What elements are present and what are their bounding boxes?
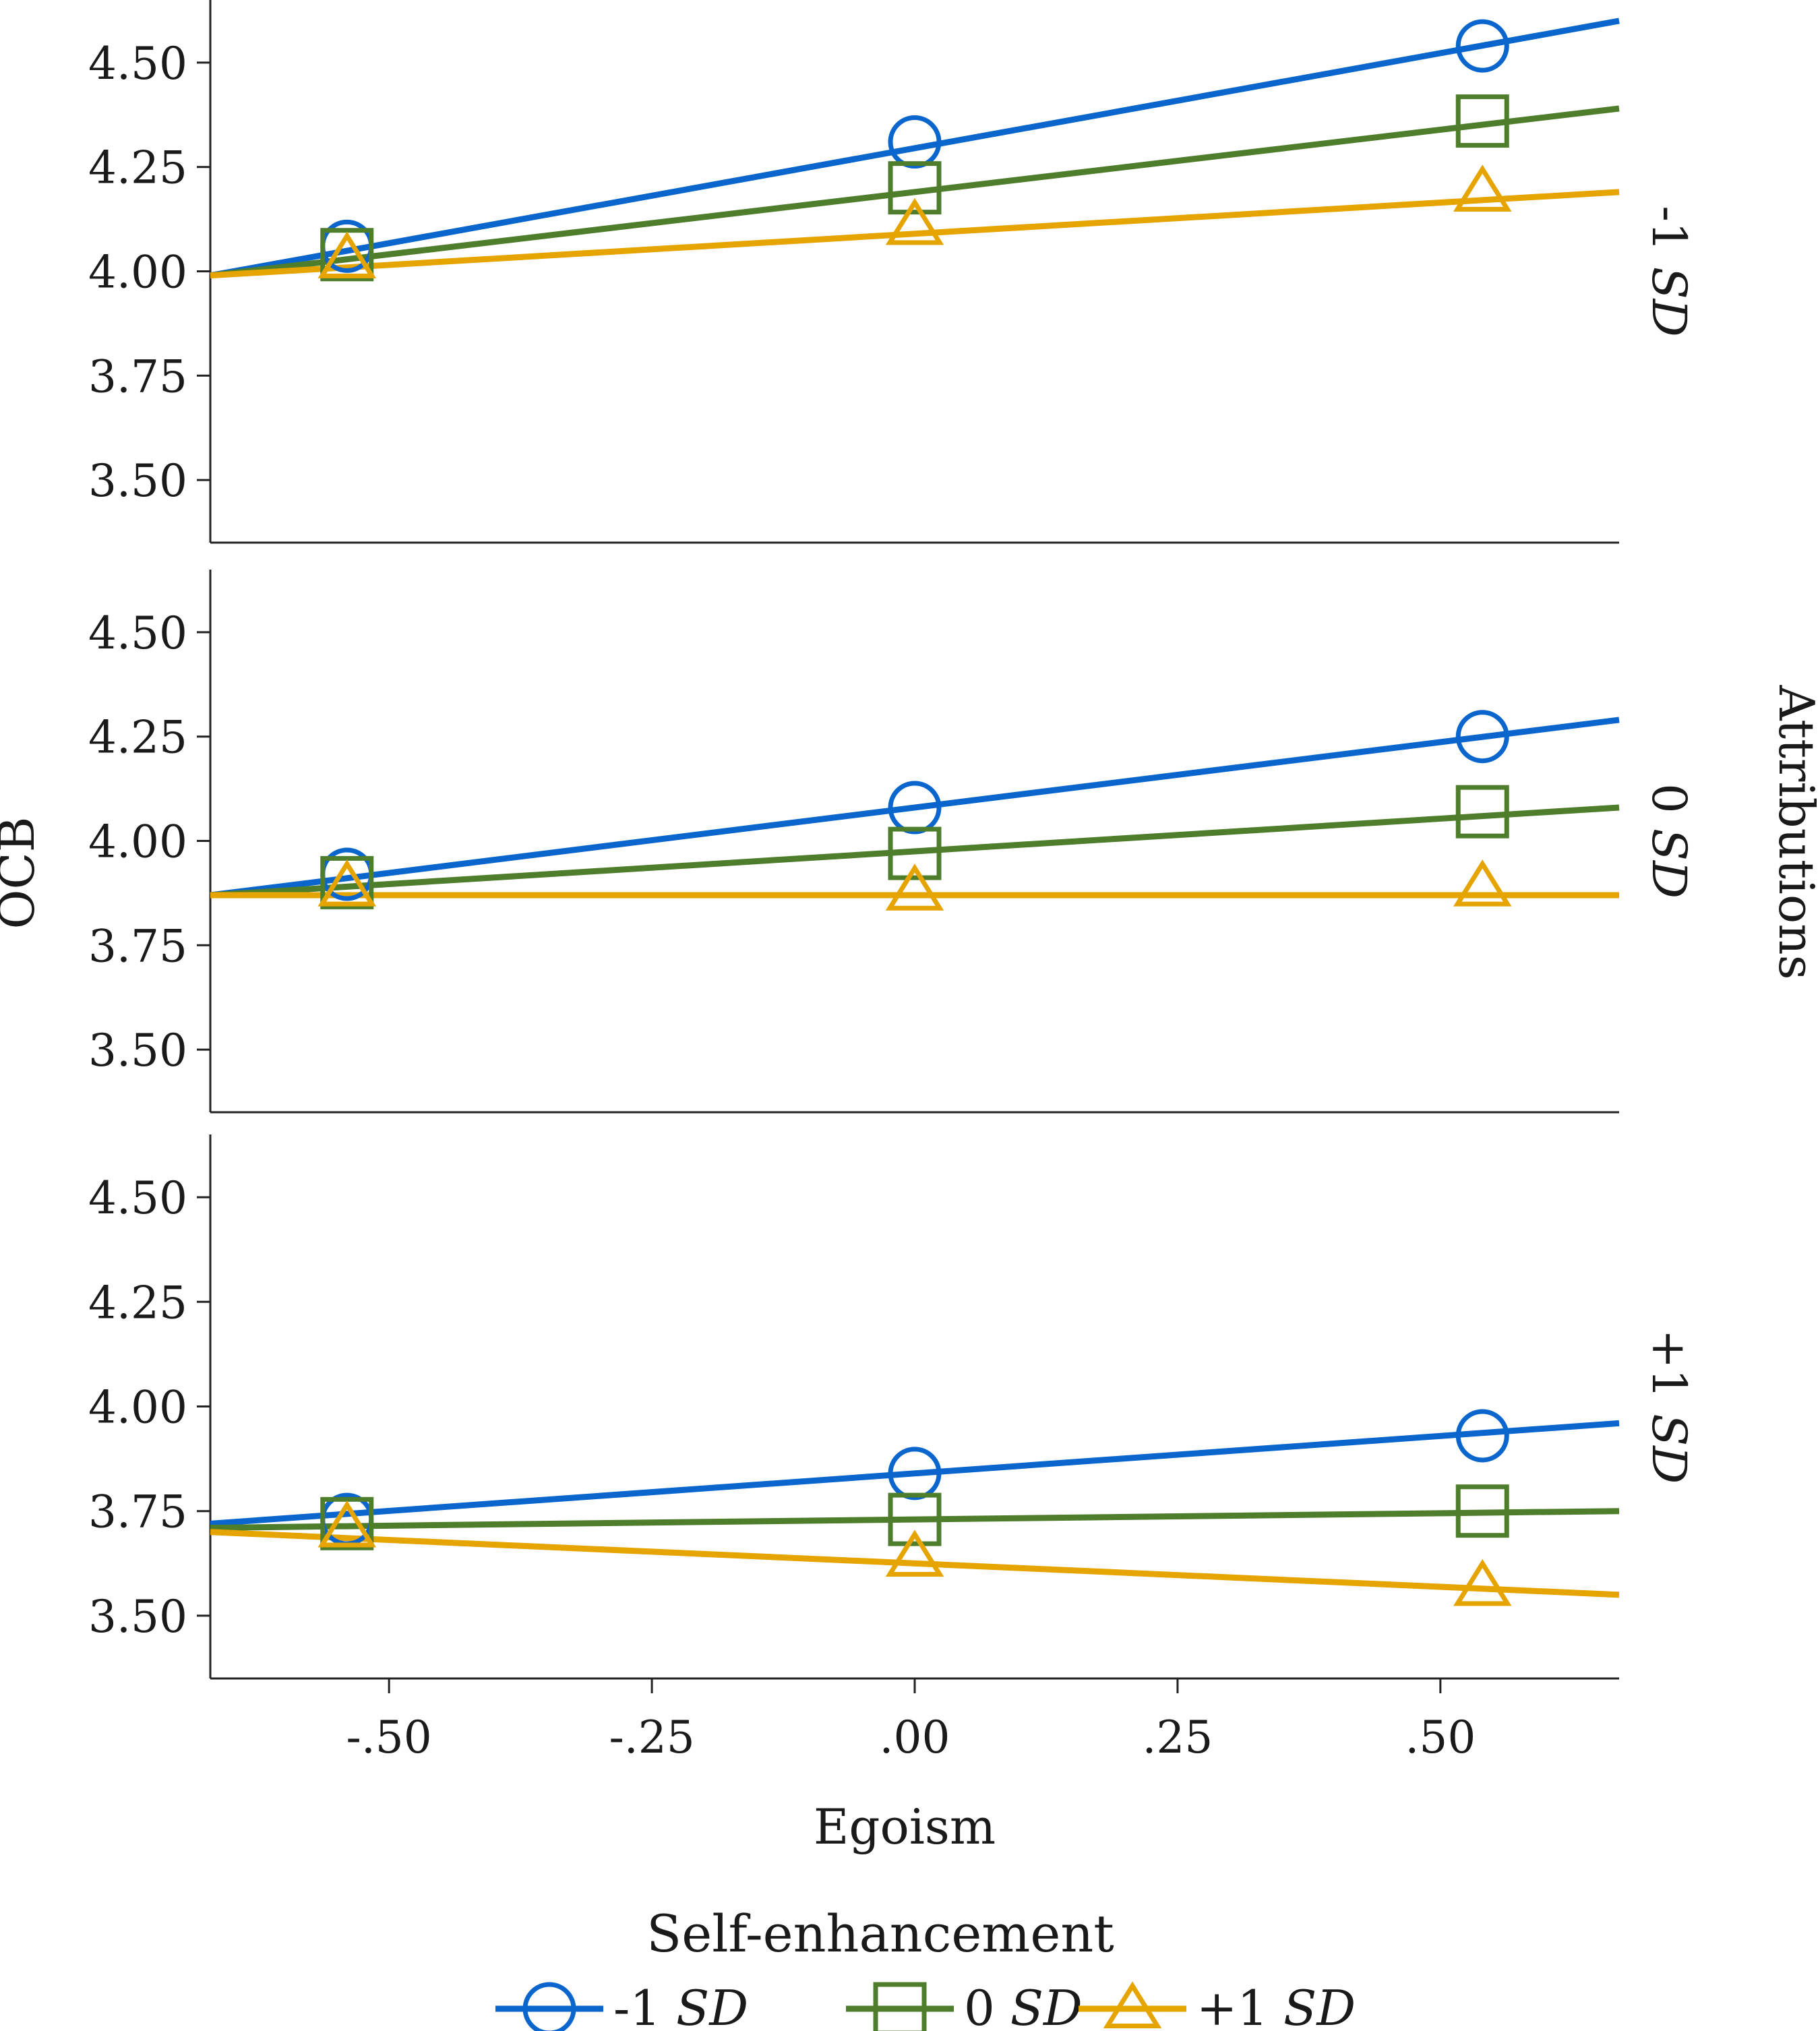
panel-1: 3.50 3.75 4.00 4.25 4.50 -1 SD bbox=[88, 0, 1697, 544]
y-tick-label: 4.00 bbox=[88, 247, 187, 299]
data-point-triangle bbox=[1453, 859, 1512, 907]
legend-marker-square bbox=[873, 1982, 927, 2031]
series-line bbox=[210, 1420, 1620, 1527]
data-point-square bbox=[320, 1496, 374, 1550]
legend-item-3: +1 SD bbox=[1079, 1980, 1356, 2031]
legend-item-1: -1 SD bbox=[495, 1980, 748, 2031]
legend-label: +1 SD bbox=[1196, 1980, 1356, 2031]
data-point-circle bbox=[888, 115, 942, 169]
x-tick-label: -.25 bbox=[609, 1711, 694, 1763]
data-point-square bbox=[320, 228, 374, 282]
facet-label: +1 SD bbox=[1641, 1329, 1697, 1484]
legend-item-2: 0 SD bbox=[846, 1980, 1083, 2031]
y-tick-label: 4.50 bbox=[88, 607, 187, 659]
data-point-circle bbox=[1455, 1409, 1509, 1463]
y-tick-label: 4.00 bbox=[88, 1382, 187, 1434]
y-tick-label: 4.00 bbox=[88, 816, 187, 868]
x-tick-label: .25 bbox=[1142, 1711, 1213, 1763]
data-point-triangle bbox=[1453, 164, 1512, 212]
series-line bbox=[210, 105, 1620, 279]
data-point-square bbox=[888, 826, 942, 880]
legend-marker-circle bbox=[522, 1982, 576, 2031]
facet-title: Attributions bbox=[1768, 684, 1820, 979]
facet-label: 0 SD bbox=[1641, 783, 1697, 899]
panel-3: 3.50 3.75 4.00 4.25 4.50 +1 SD bbox=[88, 1134, 1697, 1680]
data-point-triangle bbox=[317, 859, 377, 907]
y-tick-label: 4.25 bbox=[88, 142, 187, 194]
data-point-triangle bbox=[885, 1529, 944, 1577]
data-point-square bbox=[320, 855, 374, 909]
x-tick-label: .50 bbox=[1405, 1711, 1476, 1763]
legend: -1 SD 0 SD +1 SD bbox=[495, 1980, 1356, 2031]
y-tick-label: 3.75 bbox=[88, 351, 187, 402]
series-line bbox=[210, 18, 1620, 279]
x-axis: -.50 -.25 .00 .25 .50 bbox=[346, 1678, 1476, 1763]
legend-marker-triangle bbox=[1103, 1981, 1162, 2028]
y-tick-label: 4.25 bbox=[88, 1277, 187, 1329]
series-line bbox=[210, 1529, 1620, 1598]
data-point-circle bbox=[888, 1447, 942, 1500]
data-point-triangle bbox=[1453, 1558, 1512, 1606]
y-tick-label: 3.50 bbox=[88, 455, 187, 507]
y-tick-label: 4.50 bbox=[88, 1172, 187, 1224]
data-point-circle bbox=[888, 781, 942, 835]
y-tick-label: 3.50 bbox=[88, 1025, 187, 1077]
series-line bbox=[210, 804, 1620, 899]
y-axis-title: OCB bbox=[0, 816, 45, 929]
y-tick-label: 3.75 bbox=[88, 920, 187, 972]
data-point-square bbox=[1455, 1484, 1509, 1538]
data-point-triangle bbox=[885, 198, 944, 245]
y-tick-label: 4.25 bbox=[88, 712, 187, 764]
data-point-square bbox=[1455, 785, 1509, 839]
data-point-triangle bbox=[885, 863, 944, 911]
series-line bbox=[210, 717, 1620, 899]
data-point-triangle bbox=[317, 1500, 377, 1548]
panels: 3.50 3.75 4.00 4.25 4.50 -1 SD 3.50 3.75 4.00 4.2… bbox=[88, 0, 1697, 1680]
legend-label: -1 SD bbox=[613, 1980, 748, 2031]
data-point-square bbox=[888, 161, 942, 215]
x-tick-label: .00 bbox=[880, 1711, 950, 1763]
facet-label: -1 SD bbox=[1641, 206, 1697, 337]
x-tick-label: -.50 bbox=[346, 1711, 432, 1763]
series-line bbox=[210, 189, 1620, 279]
y-tick-label: 4.50 bbox=[88, 38, 187, 90]
legend-label: 0 SD bbox=[964, 1980, 1083, 2031]
legend-title: Self-enhancement bbox=[646, 1904, 1114, 1964]
data-point-triangle bbox=[317, 231, 377, 278]
x-axis-title: Egoism bbox=[814, 1798, 996, 1855]
y-tick-label: 3.75 bbox=[88, 1486, 187, 1538]
data-point-circle bbox=[1455, 19, 1509, 73]
data-point-circle bbox=[1455, 710, 1509, 764]
panel-2: 3.50 3.75 4.00 4.25 4.50 0 SD bbox=[88, 570, 1697, 1114]
series-line bbox=[210, 1508, 1620, 1532]
data-point-square bbox=[1455, 94, 1509, 148]
y-tick-label: 3.50 bbox=[88, 1591, 187, 1643]
data-point-square bbox=[888, 1492, 942, 1546]
